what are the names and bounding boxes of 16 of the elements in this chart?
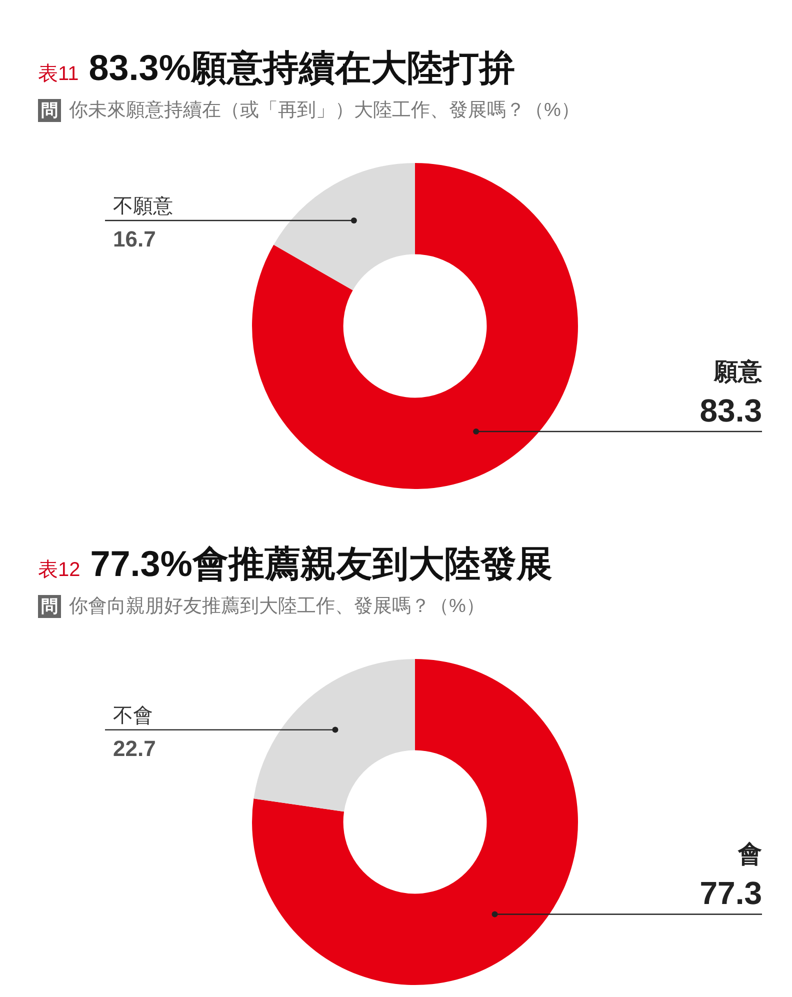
data-label: 83.3 [700,392,762,429]
text: 問 [38,98,61,122]
slice-label: 不會 [113,704,153,727]
data-label: 16.7 [113,226,156,252]
data-label: 22.7 [113,736,156,761]
text: 表12 [38,558,80,583]
text: 問 [38,594,61,618]
slice-label: 願意 [713,358,763,386]
data-label: 77.3 [700,875,762,912]
chart-subtitle: 你會向親朋好友推薦到大陸工作、發展嗎？（%） [69,595,485,619]
chart-title: 83.3%願意持續在大陸打拚 [88,46,515,90]
slice-label: 不願意 [113,195,173,218]
slice-label: 會 [737,841,762,868]
text: 表11 [38,62,79,87]
chart-subtitle: 你未來願意持續在（或「再到」）大陸工作、發展嗎？（%） [69,99,580,123]
chart-title: 77.3%會推薦親友到大陸發展 [90,542,552,586]
